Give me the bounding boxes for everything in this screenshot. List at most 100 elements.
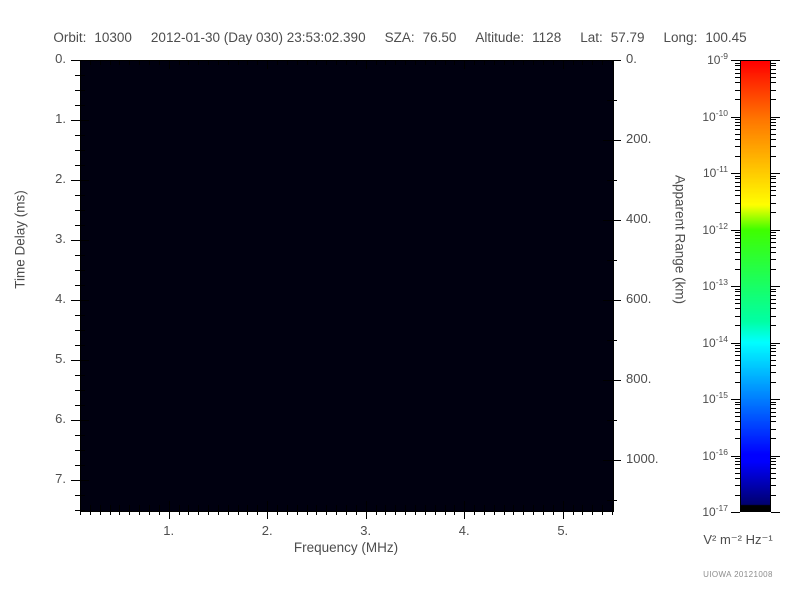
- x-tick-top-inner: [306, 60, 308, 65]
- colorbar-minor-tick-right: [771, 238, 776, 240]
- y-tick-left-inner: [80, 450, 85, 451]
- colorbar-minor-tick-right: [771, 82, 776, 84]
- colorbar-minor-tick-left: [735, 494, 740, 496]
- orbit-value: 10300: [94, 30, 132, 45]
- x-tick-bottom-inner: [523, 505, 525, 510]
- colorbar-minor-tick-left: [735, 381, 740, 383]
- y-tick-right-inner: [603, 300, 612, 301]
- x-tick-bottom: [562, 510, 564, 519]
- x-tick-top-inner: [158, 60, 160, 65]
- colorbar-minor-tick-right: [771, 146, 776, 148]
- colorbar-tick-label: 10-17: [702, 503, 728, 519]
- x-tick-bottom-inner: [483, 505, 485, 510]
- x-tick-bottom: [385, 510, 387, 515]
- x-tick-bottom-inner: [119, 505, 121, 510]
- colorbar-minor-tick-left: [735, 232, 740, 234]
- longitude-value: 100.45: [705, 30, 747, 45]
- x-tick-top-inner: [375, 60, 377, 65]
- colorbar-minor-tick-right: [771, 119, 776, 121]
- x-tick-bottom: [306, 510, 308, 515]
- colorbar-minor-tick-left: [735, 438, 740, 440]
- x-tick-bottom-inner: [405, 505, 407, 510]
- x-tick-top-inner: [89, 60, 91, 65]
- x-tick-bottom: [365, 510, 367, 519]
- x-tick-top-inner: [267, 60, 269, 69]
- x-tick-top-inner: [346, 60, 347, 65]
- colorbar-minor-tick-left: [735, 89, 740, 91]
- colorbar-major-tick-right: [771, 173, 780, 174]
- colorbar-minor-tick-left: [735, 185, 740, 187]
- colorbar-minor-tick-left: [735, 288, 740, 290]
- colorbar-minor-tick-left: [735, 485, 740, 487]
- y-tick-left: [75, 510, 80, 511]
- y-tick-right-inner: [603, 140, 612, 141]
- x-tick-bottom-inner: [424, 505, 426, 510]
- colorbar-minor-tick-left: [735, 364, 740, 366]
- y-tick-left: [75, 195, 80, 196]
- colorbar-minor-tick-right: [771, 401, 776, 403]
- y-tick-left-inner: [80, 195, 85, 196]
- x-tick-bottom-inner: [198, 505, 200, 510]
- colorbar-minor-tick-right: [771, 494, 776, 496]
- colorbar-minor-tick-left: [735, 345, 740, 347]
- x-tick-bottom: [237, 510, 239, 515]
- x-tick-bottom-inner: [109, 505, 111, 510]
- x-tick-top-inner: [523, 60, 525, 65]
- colorbar-minor-tick-right: [771, 464, 776, 466]
- colorbar-minor-tick-right: [771, 175, 776, 177]
- y-tick-left: [75, 405, 80, 406]
- y-tick-right-inner: [607, 260, 612, 261]
- colorbar-minor-tick-left: [735, 421, 740, 423]
- colorbar-minor-tick-left: [735, 175, 740, 177]
- colorbar-minor-tick-left: [735, 294, 740, 296]
- y-tick-left: [75, 270, 80, 271]
- colorbar-minor-tick-left: [735, 407, 740, 409]
- x-tick-top-inner: [316, 60, 318, 65]
- x-tick-top-inner: [178, 60, 180, 65]
- x-tick-top-inner: [277, 60, 279, 65]
- x-tick-bottom-inner: [592, 505, 594, 510]
- colorbar-minor-tick-right: [771, 416, 776, 417]
- x-tick-top-inner: [562, 60, 564, 69]
- x-tick-top-inner: [129, 60, 131, 65]
- y-tick-left-inner: [80, 120, 89, 121]
- colorbar-major-tick-left: [731, 229, 740, 231]
- y-tick-left-inner: [80, 225, 85, 226]
- x-tick-top-inner: [592, 60, 594, 65]
- x-tick-bottom: [454, 510, 456, 515]
- colorbar: [740, 60, 771, 512]
- x-tick-top-inner: [119, 60, 121, 65]
- y-tick-left: [75, 135, 80, 136]
- y-tick-left-inner: [80, 60, 89, 61]
- colorbar-tick-label: 10-12: [702, 220, 728, 237]
- x-tick-top-inner: [326, 60, 328, 65]
- colorbar-minor-tick-left: [735, 155, 740, 157]
- y-tick-right: [612, 500, 617, 501]
- colorbar-minor-tick-right: [771, 411, 776, 413]
- colorbar-units-text: V² m⁻² Hz⁻¹: [703, 532, 773, 547]
- colorbar-minor-tick-left: [735, 242, 740, 244]
- x-tick-bottom: [139, 510, 141, 515]
- x-tick-top-inner: [188, 60, 190, 65]
- colorbar-gradient: [740, 60, 771, 512]
- y-tick-label-right: 200.: [626, 131, 652, 146]
- x-tick-bottom-inner: [168, 501, 170, 510]
- x-tick-bottom: [405, 510, 407, 515]
- colorbar-minor-tick-left: [735, 246, 740, 248]
- y-tick-left-inner: [80, 360, 89, 361]
- colorbar-minor-tick-right: [771, 460, 776, 462]
- x-tick-bottom: [217, 510, 219, 515]
- colorbar-minor-tick-left: [735, 119, 740, 121]
- x-tick-bottom-inner: [414, 505, 416, 510]
- colorbar-minor-tick-right: [771, 315, 776, 317]
- y-tick-right-inner: [603, 60, 612, 61]
- colorbar-minor-tick-right: [771, 364, 776, 366]
- x-tick-bottom: [552, 510, 554, 515]
- longitude-label: Long:: [663, 30, 698, 45]
- x-tick-top-inner: [513, 60, 515, 65]
- colorbar-minor-tick-right: [771, 246, 776, 248]
- colorbar-minor-tick-left: [735, 212, 740, 214]
- colorbar-major-tick-left: [731, 399, 740, 400]
- colorbar-tick-exponent: -13: [715, 277, 728, 287]
- y-tick-left-inner: [80, 510, 85, 511]
